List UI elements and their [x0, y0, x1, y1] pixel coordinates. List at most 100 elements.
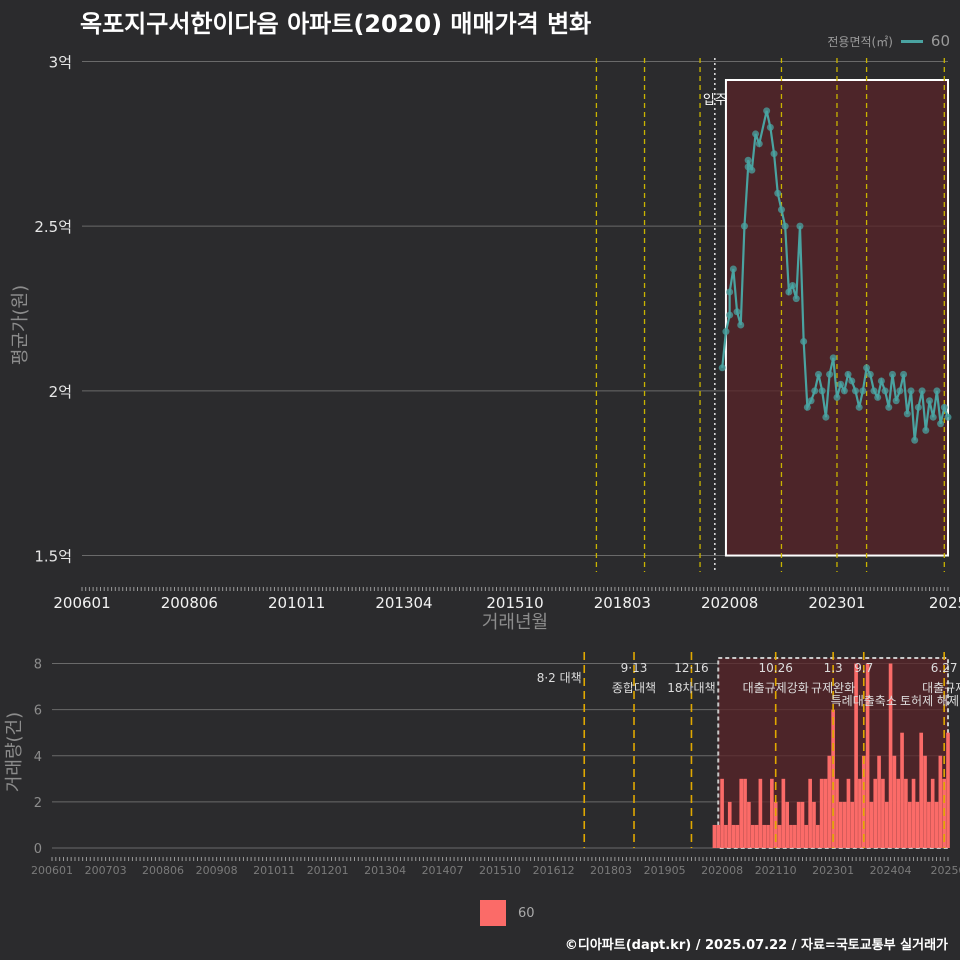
x-tick-label: 201510 — [479, 864, 521, 877]
volume-bar — [919, 732, 924, 848]
price-point — [848, 377, 856, 385]
volume-bar — [900, 732, 904, 848]
policy-annotation-label: 18차대책 — [667, 680, 715, 695]
price-point — [770, 150, 778, 158]
x-axis-title: 거래년월 — [482, 612, 548, 633]
policy-annotation-date: 9.7 — [854, 661, 873, 675]
volume-bar — [927, 801, 931, 848]
volume-bar — [762, 824, 767, 848]
volume-bar — [881, 778, 885, 848]
x-tick-label: 200908 — [196, 864, 238, 877]
price-point — [781, 222, 789, 230]
volume-bar — [835, 778, 839, 848]
x-tick-label: 201803 — [590, 864, 632, 877]
volume-bar — [873, 778, 878, 848]
price-point — [833, 393, 841, 401]
policy-annotation-label: 대출규제강화 — [743, 681, 809, 695]
price-point — [900, 370, 908, 378]
price-point — [877, 377, 885, 385]
volume-bar — [766, 824, 770, 848]
policy-annotation-label: 규제완화 — [811, 681, 855, 695]
volume-bar — [812, 801, 816, 848]
price-point — [914, 403, 922, 411]
policy-annotation-label: 특례대출축소 — [831, 694, 897, 708]
x-tick-label: 201304 — [364, 864, 406, 877]
volume-bar — [831, 709, 835, 848]
volume-bar — [915, 801, 920, 848]
legend-top-entry: 60 — [930, 32, 950, 50]
price-point — [774, 189, 782, 197]
price-point — [866, 370, 874, 378]
price-point — [789, 281, 797, 289]
policy-annotation-label: 대출규제 — [922, 681, 960, 695]
volume-bar — [869, 801, 874, 848]
price-point — [859, 387, 867, 395]
price-point — [726, 311, 734, 319]
price-point — [733, 308, 741, 316]
x-tick-label: 201803 — [594, 594, 651, 612]
y-tick-label: 6 — [34, 704, 42, 719]
volume-bar — [716, 824, 721, 848]
volume-bar — [842, 801, 847, 848]
volume-bar — [858, 778, 862, 848]
x-tick-label: 20250 — [931, 864, 960, 877]
x-tick-label: 200601 — [53, 594, 110, 612]
volume-bar — [892, 755, 897, 848]
volume-bar — [712, 824, 717, 848]
price-point — [822, 413, 830, 421]
legend-top: 전용면적(㎡) 60 — [827, 32, 950, 50]
y-tick-label: 8 — [34, 658, 42, 673]
price-point — [814, 370, 822, 378]
volume-bar — [877, 755, 881, 848]
volume-chart: 0 2 4 6 8 8·2 대책 9·13 종합대책 12·16 18차대책 10.26 대출규제강화… — [4, 652, 960, 877]
price-point — [907, 387, 915, 395]
policy-annotation-date: 1.3 — [824, 661, 843, 675]
x-tick-label: 200703 — [85, 864, 127, 877]
volume-bar — [823, 778, 828, 848]
price-point — [918, 387, 926, 395]
legend-bottom: 60 — [480, 900, 535, 926]
x-tick-label: 202110 — [755, 864, 797, 877]
policy-annotation-extra: 토허제 해제 — [900, 694, 959, 708]
price-point — [881, 387, 889, 395]
legend-top-title: 전용면적(㎡) — [827, 34, 893, 49]
volume-bar — [731, 824, 736, 848]
volume-bar — [743, 778, 747, 848]
price-point — [752, 130, 760, 138]
price-point — [829, 354, 837, 362]
y-tick-label: 2 — [34, 796, 42, 811]
price-point — [826, 370, 834, 378]
x-tick-label: 202008 — [701, 864, 743, 877]
volume-bar — [865, 663, 870, 848]
price-point — [874, 393, 882, 401]
x-tick-label: 200806 — [142, 864, 184, 877]
price-point — [748, 166, 756, 174]
volume-bar — [747, 801, 751, 848]
price-point — [766, 123, 774, 131]
volume-bar — [770, 778, 774, 848]
y-tick-label: 0 — [34, 842, 42, 857]
price-point — [803, 403, 811, 411]
price-point — [892, 397, 900, 405]
volume-bar — [827, 755, 832, 848]
price-point — [811, 387, 819, 395]
volume-bar — [808, 778, 812, 848]
price-point — [903, 410, 911, 418]
price-point — [929, 413, 937, 421]
volume-bar — [907, 801, 912, 848]
y-axis-title: 평균가(원) — [10, 285, 31, 365]
volume-bar — [735, 824, 740, 848]
legend-line-icon — [900, 39, 923, 43]
price-point — [937, 420, 945, 428]
price-point — [896, 387, 904, 395]
volume-bar — [800, 801, 805, 848]
policy-annotation-date: 12·16 — [674, 661, 708, 675]
price-point — [744, 156, 752, 164]
volume-bar — [846, 778, 851, 848]
move-in-annotation: 입주 — [703, 93, 727, 108]
volume-bar — [888, 663, 893, 848]
price-point — [840, 387, 848, 395]
price-point — [837, 380, 845, 388]
volume-bar — [739, 778, 744, 848]
